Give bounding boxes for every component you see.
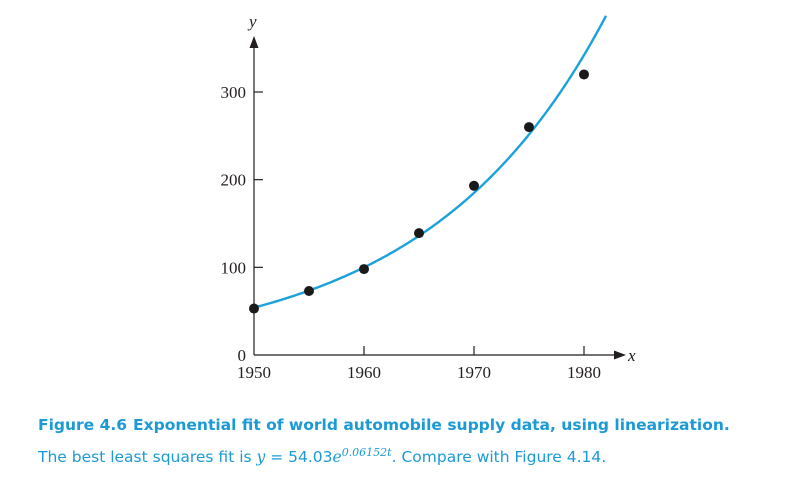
x-tick-label-1980: 1980 xyxy=(567,363,601,382)
data-point-1960 xyxy=(359,264,369,275)
y-tick-label-0: 0 xyxy=(238,346,247,365)
caption-body: The best least squares fit is y = 54.03e… xyxy=(38,439,788,471)
ticks: 1950 1960 1970 1980 0 100 200 300 xyxy=(221,83,602,382)
caption-eq-base: e xyxy=(332,448,342,467)
data-point-1955 xyxy=(304,286,314,297)
caption-eq-exponent: 0.06152t xyxy=(341,446,392,459)
y-tick-label-200: 200 xyxy=(221,171,247,190)
y-tick-label-300: 300 xyxy=(221,83,247,102)
data-point-1965 xyxy=(414,228,424,239)
data-point-1975 xyxy=(524,122,534,133)
caption-text-before: The best least squares fit is xyxy=(38,448,257,467)
y-tick-label-100: 100 xyxy=(221,258,247,277)
data-point-1970 xyxy=(469,180,479,191)
y-axis-arrow-icon xyxy=(249,36,259,48)
x-tick-label-1970: 1970 xyxy=(457,363,491,382)
fit-curve xyxy=(253,15,608,309)
data-point-1980 xyxy=(579,69,589,80)
data-points xyxy=(249,69,589,314)
caption-text-after: . Compare with Figure 4.14. xyxy=(391,448,607,467)
caption-eq-equals: = xyxy=(265,448,289,467)
data-point-1950 xyxy=(249,303,259,314)
x-tick-label-1950: 1950 xyxy=(237,363,271,382)
y-axis-label: y xyxy=(247,12,257,31)
x-tick-label-1960: 1960 xyxy=(347,363,381,382)
axes xyxy=(249,36,626,360)
caption-eq-lhs: y xyxy=(256,448,266,467)
x-axis-label: x xyxy=(627,346,636,365)
caption-eq-coef: 54.03 xyxy=(288,448,333,467)
chart: 1950 1960 1970 1980 0 100 200 300 x y xyxy=(221,12,637,382)
caption-title: Exponential fit of world automobile supp… xyxy=(133,416,730,434)
fit-curve-group xyxy=(253,15,608,309)
caption-heading: Figure 4.6 Exponential fit of world autom… xyxy=(38,412,788,439)
figure-caption: Figure 4.6 Exponential fit of world autom… xyxy=(38,412,788,471)
caption-figure-label: Figure 4.6 xyxy=(38,416,128,434)
x-axis-arrow-icon xyxy=(614,350,626,360)
